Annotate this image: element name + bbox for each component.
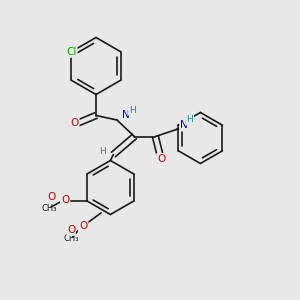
Text: CH₃: CH₃	[63, 234, 79, 243]
Text: O: O	[157, 154, 166, 164]
Text: CH₃: CH₃	[42, 204, 57, 213]
Text: H: H	[100, 147, 106, 156]
Text: O: O	[47, 192, 55, 202]
Text: O: O	[70, 118, 79, 128]
Text: O: O	[61, 195, 69, 205]
Text: H: H	[186, 116, 193, 124]
Text: N: N	[122, 110, 129, 121]
Text: H: H	[129, 106, 136, 115]
Text: O: O	[67, 225, 75, 235]
Text: N: N	[180, 120, 188, 130]
Text: Cl: Cl	[66, 47, 76, 57]
Text: O: O	[79, 221, 87, 231]
